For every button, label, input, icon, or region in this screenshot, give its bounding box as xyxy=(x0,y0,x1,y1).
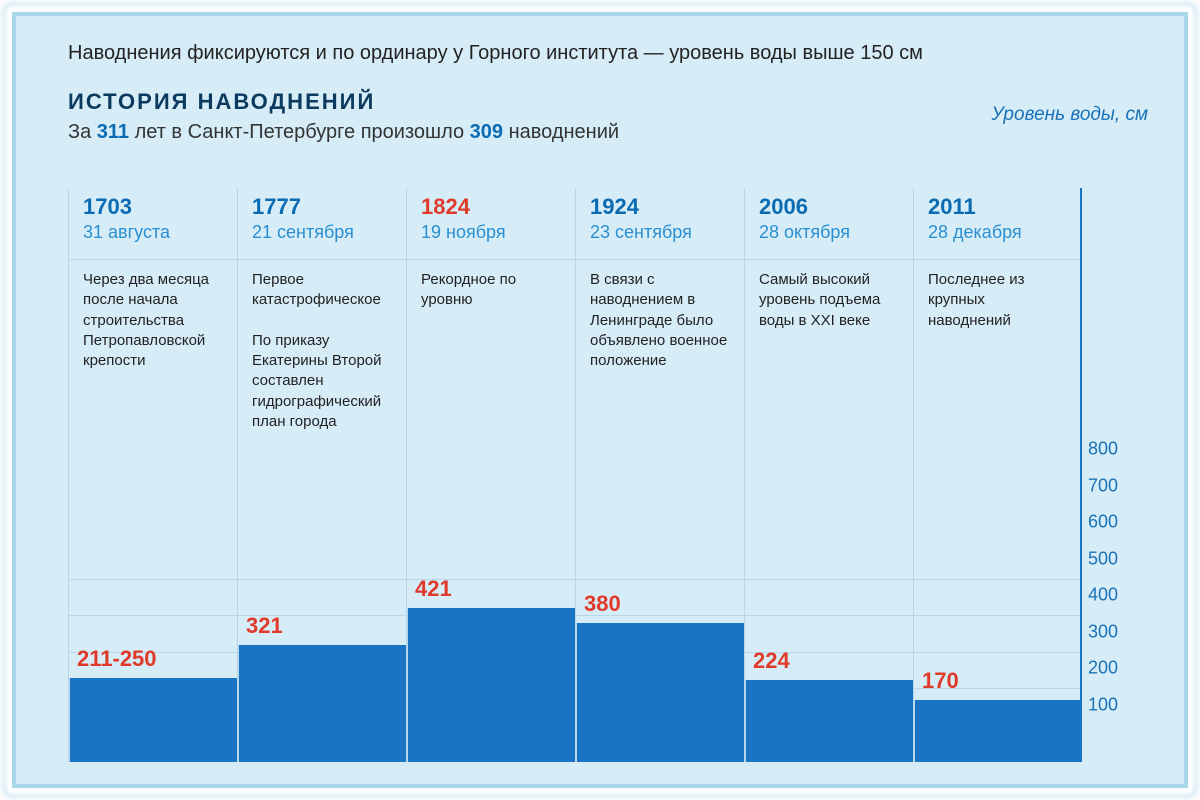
subtitle-part: За xyxy=(68,121,97,143)
bar-columns: 170331 августа Через два месяца после нач… xyxy=(68,188,1082,762)
chart-title: ИСТОРИЯ НАВОДНЕНИЙ xyxy=(68,89,1152,115)
bar xyxy=(238,645,406,762)
bar-value-label: 380 xyxy=(584,591,621,617)
y-axis-tick: 600 xyxy=(1088,512,1118,533)
subtitle-part: лет в Санкт-Петербурге произошло xyxy=(129,121,470,143)
bar-zone: 211-250 xyxy=(69,452,237,762)
bar xyxy=(576,623,744,762)
y-axis-tick: 500 xyxy=(1088,548,1118,569)
y-axis-tick: 200 xyxy=(1088,658,1118,679)
event-year: 2006 xyxy=(759,194,899,220)
event-column: 177721 сентября Первое катастрофическое П… xyxy=(237,188,406,762)
bar-value-label: 170 xyxy=(922,668,959,694)
event-description: В связи с наводнением в Ленинграде было … xyxy=(590,270,730,420)
y-axis-tick: 800 xyxy=(1088,439,1118,460)
subtitle-number: 311 xyxy=(97,121,129,143)
column-divider xyxy=(914,259,1082,260)
bar xyxy=(745,680,913,762)
event-column: 200628 октября Самый высокий уровень подъ… xyxy=(744,188,913,762)
bar-value-label: 321 xyxy=(246,613,283,639)
bar xyxy=(407,608,575,762)
column-divider xyxy=(407,259,575,260)
y-axis: 100 200 300 400 500 600 700 800 xyxy=(1080,188,1152,762)
chart-subtitle: За 311 лет в Санкт-Петербурге произошло … xyxy=(68,121,1152,144)
event-description: Рекордное по уровню xyxy=(421,270,561,420)
event-column: 182419 ноября Рекордное по уровню 421 xyxy=(406,188,575,762)
content: Наводнения фиксируются и по ординару у Г… xyxy=(18,18,1182,782)
bar xyxy=(69,678,237,762)
event-year: 1924 xyxy=(590,194,730,220)
event-column: 170331 августа Через два месяца после нач… xyxy=(68,188,237,762)
event-date: 28 октября xyxy=(759,222,899,243)
column-divider xyxy=(745,259,913,260)
bar-zone: 224 xyxy=(745,452,913,762)
event-column: 201128 декабря Последнее из крупных навод… xyxy=(913,188,1082,762)
bar-zone: 170 xyxy=(914,452,1082,762)
bar-value-label: 211-250 xyxy=(77,646,157,672)
bar-zone: 421 xyxy=(407,452,575,762)
frame: Наводнения фиксируются и по ординару у Г… xyxy=(0,0,1200,800)
event-description: Последнее из крупных наводнений xyxy=(928,270,1068,420)
column-divider xyxy=(69,259,237,260)
y-axis-tick: 300 xyxy=(1088,621,1118,642)
column-divider xyxy=(576,259,744,260)
y-axis-tick: 100 xyxy=(1088,694,1118,715)
y-axis-tick: 700 xyxy=(1088,475,1118,496)
event-date: 19 ноября xyxy=(421,222,561,243)
event-date: 23 сентября xyxy=(590,222,730,243)
bar-value-label: 421 xyxy=(415,576,452,602)
subtitle-part: наводнений xyxy=(503,121,619,143)
bar-value-label: 224 xyxy=(753,648,790,674)
event-year: 2011 xyxy=(928,194,1068,220)
event-description: Первое катастрофическое По приказу Екате… xyxy=(252,270,392,432)
event-date: 31 августа xyxy=(83,222,223,243)
event-year: 1777 xyxy=(252,194,392,220)
event-date: 28 декабря xyxy=(928,222,1068,243)
subtitle-number: 309 xyxy=(470,121,503,143)
event-description: Самый высокий уровень подъема воды в XXI… xyxy=(759,270,899,420)
bar-zone: 380 xyxy=(576,452,744,762)
event-year: 1703 xyxy=(83,194,223,220)
bar-zone: 321 xyxy=(238,452,406,762)
event-date: 21 сентября xyxy=(252,222,392,243)
chart-area: 170331 августа Через два месяца после нач… xyxy=(68,188,1082,762)
y-axis-title: Уровень воды, см xyxy=(992,104,1149,126)
y-axis-tick: 400 xyxy=(1088,585,1118,606)
event-column: 192423 сентября В связи с наводнением в Л… xyxy=(575,188,744,762)
bar xyxy=(914,700,1082,762)
column-divider xyxy=(238,259,406,260)
event-year: 1824 xyxy=(421,194,561,220)
caption-text: Наводнения фиксируются и по ординару у Г… xyxy=(68,36,1152,89)
event-description: Через два месяца после начала строительс… xyxy=(83,270,223,420)
